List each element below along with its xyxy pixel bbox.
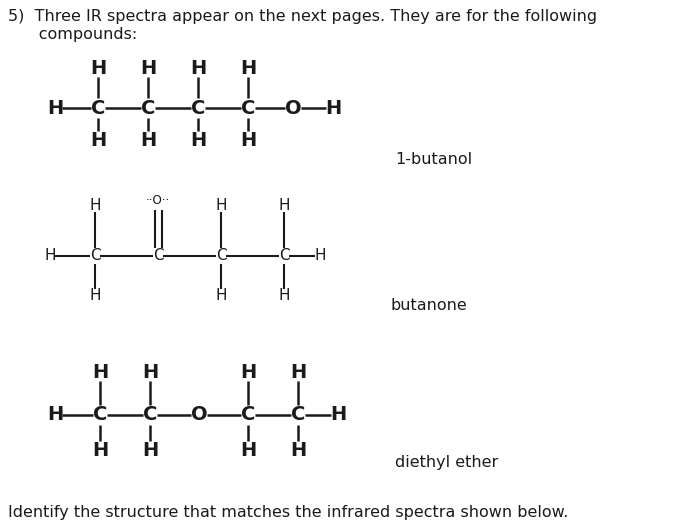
Text: H: H (330, 405, 346, 425)
Text: H: H (315, 248, 326, 263)
Text: H: H (240, 130, 256, 149)
Text: H: H (215, 197, 226, 212)
Text: C: C (191, 98, 206, 118)
Text: C: C (152, 248, 164, 263)
Text: C: C (143, 405, 157, 425)
Text: H: H (89, 288, 101, 303)
Text: O: O (284, 98, 301, 118)
Text: 1-butanol: 1-butanol (395, 153, 472, 168)
Text: ··O··: ··O·· (146, 194, 170, 206)
Text: C: C (91, 98, 105, 118)
Text: H: H (240, 362, 256, 381)
Text: H: H (290, 440, 306, 460)
Text: C: C (140, 98, 155, 118)
Text: H: H (140, 59, 156, 78)
Text: butanone: butanone (390, 297, 467, 312)
Text: Identify the structure that matches the infrared spectra shown below.: Identify the structure that matches the … (8, 504, 568, 520)
Text: H: H (140, 130, 156, 149)
Text: C: C (291, 405, 305, 425)
Text: H: H (142, 362, 158, 381)
Text: H: H (142, 440, 158, 460)
Text: H: H (47, 405, 63, 425)
Text: diethyl ether: diethyl ether (395, 454, 498, 470)
Text: C: C (89, 248, 101, 263)
Text: H: H (90, 130, 106, 149)
Text: C: C (241, 405, 255, 425)
Text: 5)  Three IR spectra appear on the next pages. They are for the following: 5) Three IR spectra appear on the next p… (8, 9, 597, 23)
Text: C: C (241, 98, 255, 118)
Text: H: H (89, 197, 101, 212)
Text: C: C (93, 405, 107, 425)
Text: H: H (240, 59, 256, 78)
Text: H: H (92, 362, 108, 381)
Text: H: H (190, 130, 206, 149)
Text: H: H (47, 98, 63, 118)
Text: H: H (290, 362, 306, 381)
Text: H: H (325, 98, 341, 118)
Text: H: H (278, 288, 290, 303)
Text: H: H (215, 288, 226, 303)
Text: H: H (278, 197, 290, 212)
Text: C: C (279, 248, 289, 263)
Text: H: H (44, 248, 56, 263)
Text: H: H (92, 440, 108, 460)
Text: H: H (240, 440, 256, 460)
Text: compounds:: compounds: (8, 27, 137, 41)
Text: C: C (216, 248, 226, 263)
Text: H: H (90, 59, 106, 78)
Text: O: O (191, 405, 208, 425)
Text: H: H (190, 59, 206, 78)
